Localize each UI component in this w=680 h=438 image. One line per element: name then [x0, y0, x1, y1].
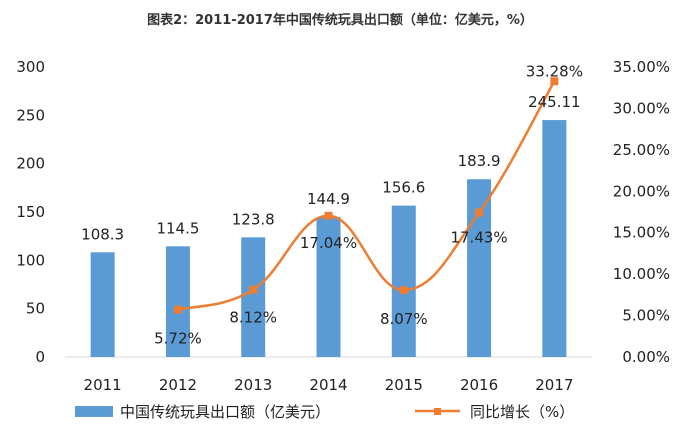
- bars-group: [90, 120, 567, 357]
- bar-value-label: 123.8: [232, 210, 275, 228]
- x-tick-label: 2017: [535, 376, 573, 394]
- x-tick-label: 2013: [234, 376, 272, 394]
- chart-title: 图表2：2011-2017年中国传统玩具出口额（单位：亿美元，%）: [147, 12, 533, 28]
- y-left-tick-label: 250: [16, 106, 45, 124]
- y-right-tick-label: 5.00%: [622, 307, 670, 325]
- line-value-label: 8.12%: [229, 309, 277, 327]
- x-tick-label: 2011: [84, 376, 122, 394]
- bar: [90, 252, 115, 357]
- y-right-tick-label: 20.00%: [613, 182, 670, 200]
- bar-value-label: 114.5: [156, 219, 199, 237]
- y-right-tick-label: 35.00%: [613, 58, 670, 76]
- bar-value-label: 144.9: [307, 190, 350, 208]
- legend-label-line: 同比增长（%）: [470, 403, 574, 421]
- bar: [165, 246, 190, 357]
- y-right-tick-label: 0.00%: [622, 348, 670, 366]
- line-value-label: 17.43%: [450, 229, 507, 247]
- bar: [391, 205, 416, 357]
- line-marker: [550, 77, 559, 86]
- line-group: [173, 77, 559, 314]
- line-marker: [475, 208, 484, 217]
- y-left-tick-label: 200: [16, 155, 45, 173]
- labels-group: 108.3 114.5 123.8 144.9 156.6 183.9 245.11 5.72…: [81, 62, 583, 347]
- bar-value-label: 245.11: [528, 93, 581, 111]
- x-tick-label: 2015: [385, 376, 423, 394]
- bar: [316, 216, 341, 357]
- y-right-tick-label: 15.00%: [613, 224, 670, 242]
- y-right-tick-label: 10.00%: [613, 265, 670, 283]
- line-marker: [173, 305, 182, 314]
- bar: [542, 120, 567, 357]
- bar-value-label: 183.9: [458, 152, 501, 170]
- growth-line: [177, 80, 556, 311]
- line-marker: [324, 211, 333, 220]
- y-left-tick-label: 150: [16, 203, 45, 221]
- y-right-tick-label: 25.00%: [613, 141, 670, 159]
- line-marker: [399, 286, 408, 295]
- line-value-label: 5.72%: [154, 330, 202, 348]
- x-tick-label: 2014: [309, 376, 347, 394]
- bar: [467, 179, 492, 357]
- line-value-label: 17.04%: [300, 234, 357, 252]
- line-value-label: 33.28%: [526, 62, 583, 80]
- legend-swatch-line-marker: [434, 408, 441, 415]
- legend-swatch-bar: [75, 406, 113, 417]
- legend-label-bar: 中国传统玩具出口额（亿美元）: [120, 403, 330, 421]
- line-marker: [249, 285, 258, 294]
- y-left-tick-label: 100: [16, 251, 45, 269]
- bar-value-label: 156.6: [382, 179, 425, 197]
- y-left-tick-label: 300: [16, 58, 45, 76]
- y-left-tick-label: 50: [26, 300, 45, 318]
- line-value-label: 8.07%: [380, 310, 428, 328]
- y-left-tick-label: 0: [35, 348, 45, 366]
- bar: [241, 237, 266, 357]
- bar-value-label: 108.3: [81, 225, 124, 243]
- legend: 中国传统玩具出口额（亿美元） 同比增长（%）: [75, 403, 574, 421]
- x-tick-label: 2016: [460, 376, 498, 394]
- y-right-tick-label: 30.00%: [613, 99, 670, 117]
- x-tick-label: 2012: [159, 376, 197, 394]
- axes-group: 0 50 100 150 200 250 300 0.00% 5.00% 10.00% 15.00%…: [16, 58, 670, 394]
